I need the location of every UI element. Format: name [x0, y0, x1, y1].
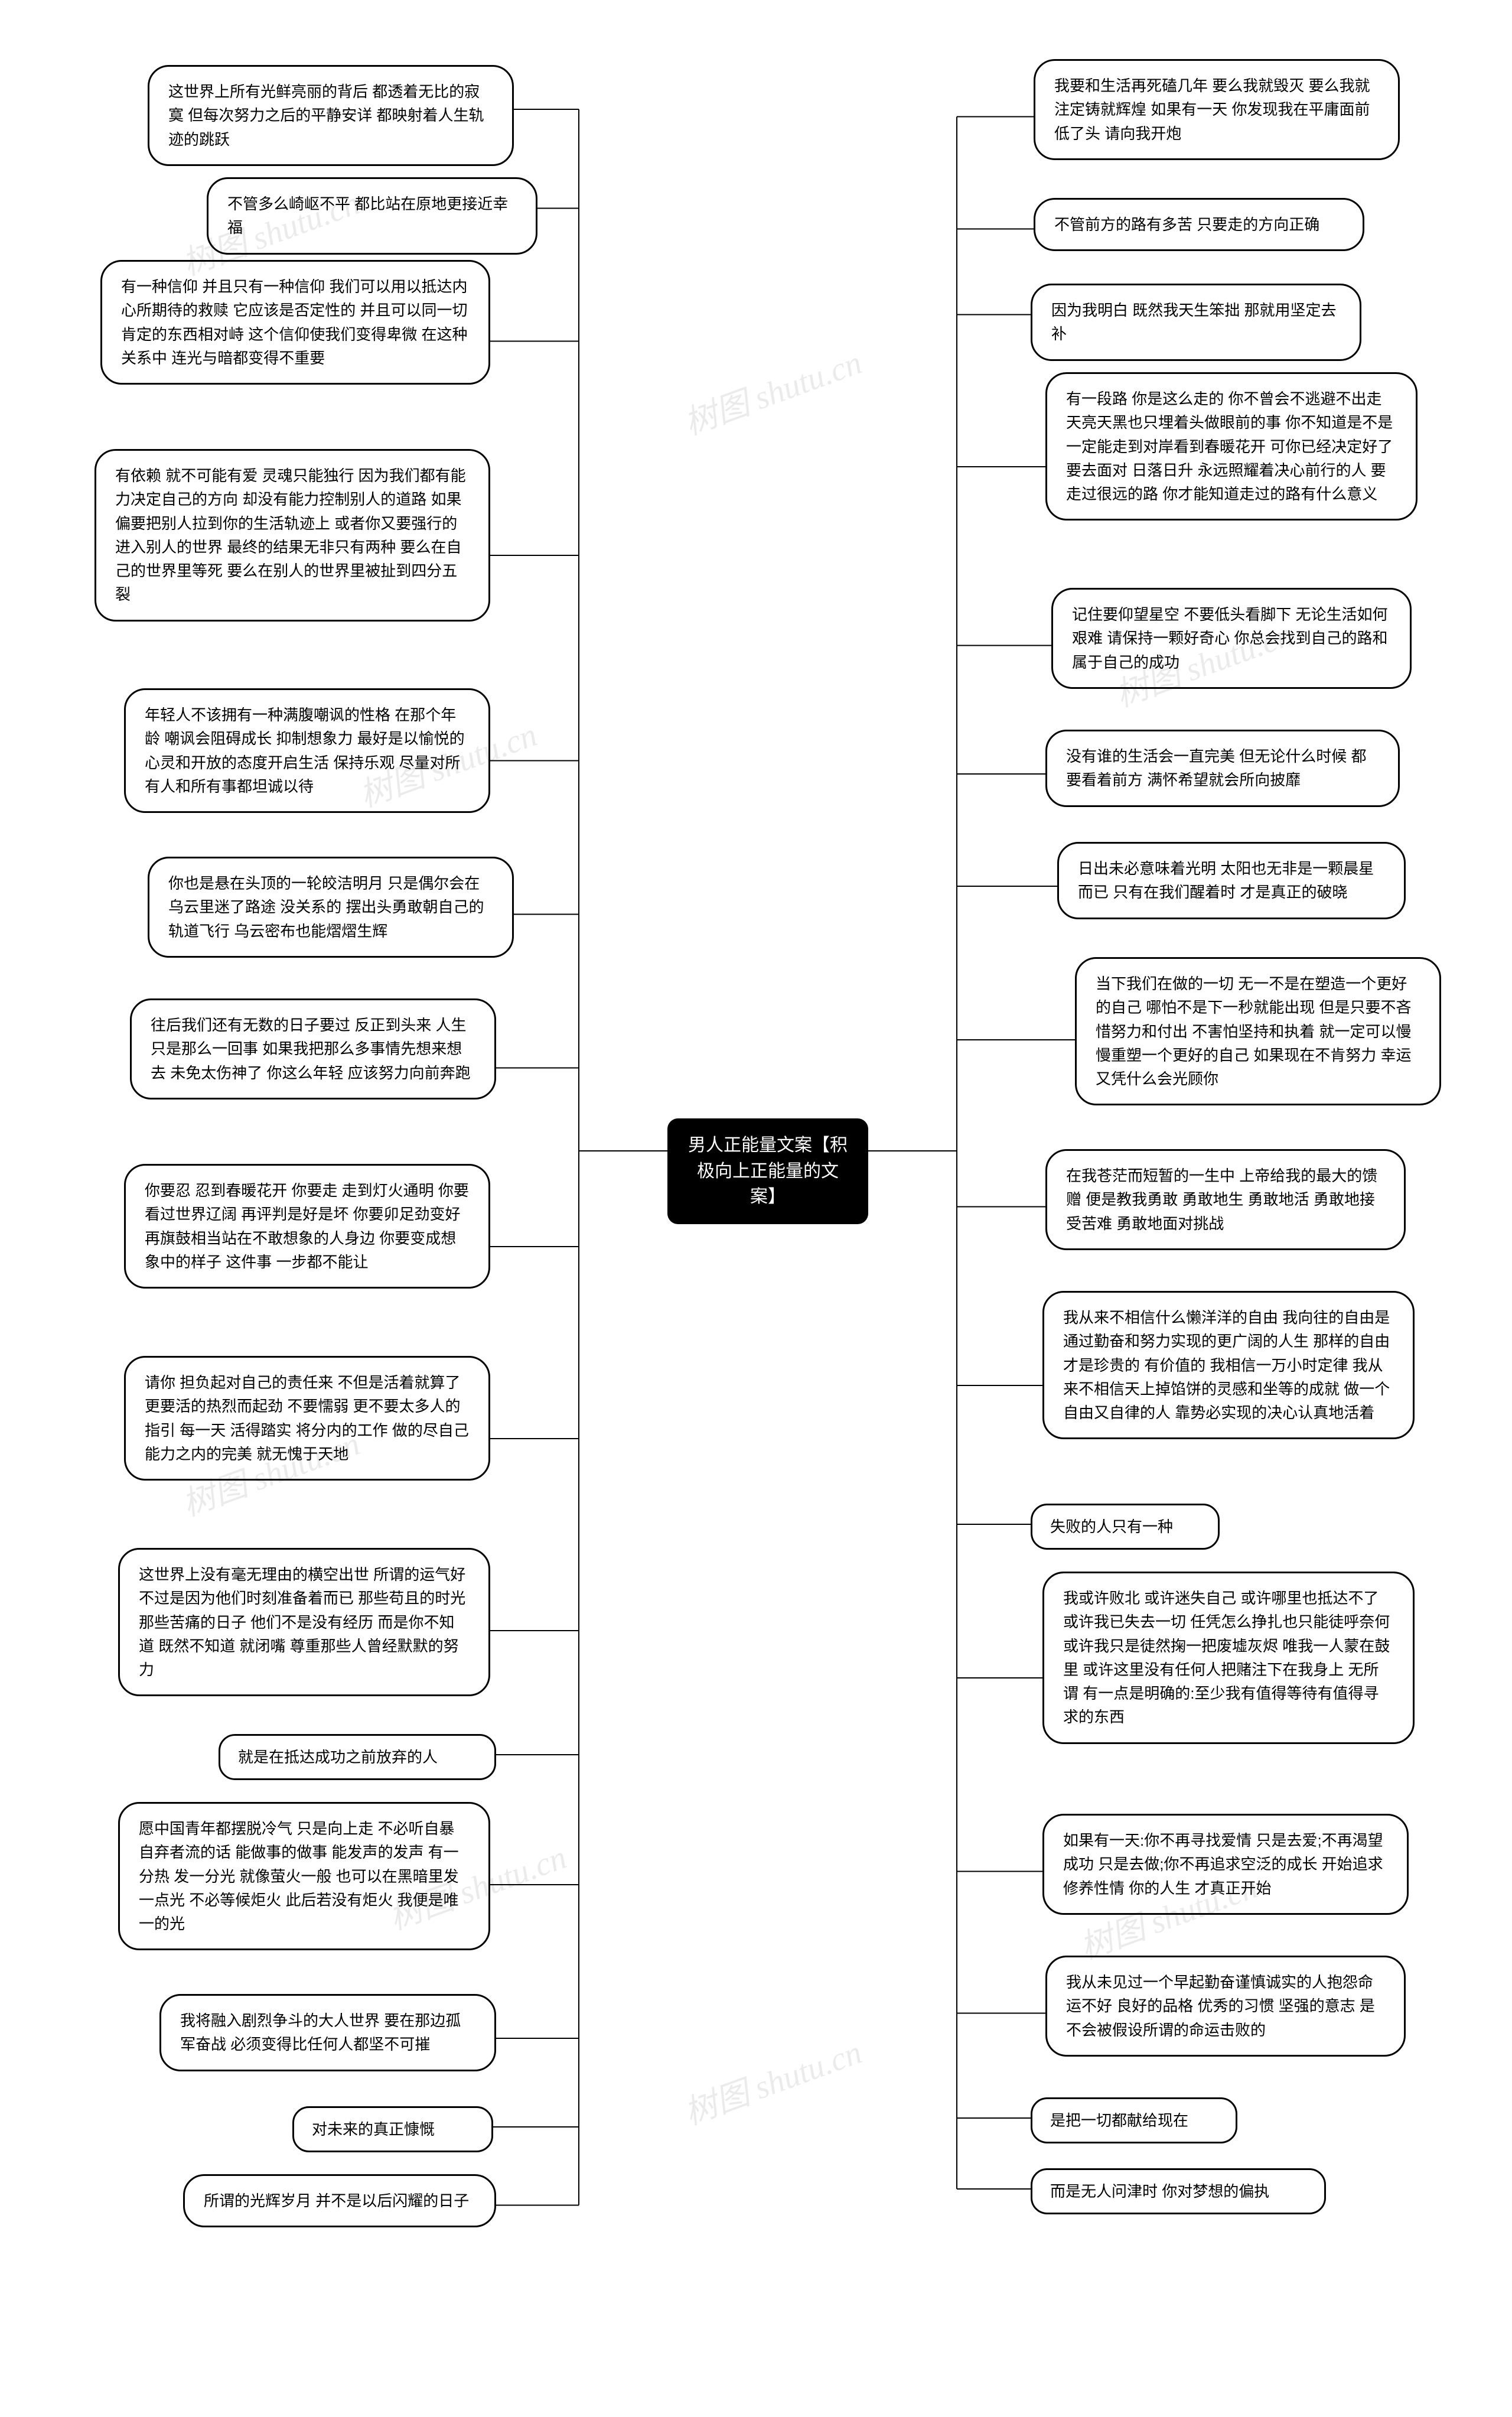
right-node-3: 有一段路 你是这么走的 你不曾会不逃避不出走 天亮天黑也只埋着头做眼前的事 你不… — [1045, 372, 1418, 521]
left-node-8-text: 请你 担负起对自己的责任来 不但是活着就算了 更要活的热烈而起劲 不要懦弱 更不… — [145, 1374, 469, 1463]
left-node-5: 你也是悬在头顶的一轮皎洁明月 只是偶尔会在乌云里迷了路途 没关系的 摆出头勇敢朝… — [148, 857, 514, 958]
right-node-2: 因为我明白 既然我天生笨拙 那就用坚定去补 — [1031, 284, 1361, 361]
left-node-12: 我将融入剧烈争斗的大人世界 要在那边孤军奋战 必须变得比任何人都坚不可摧 — [159, 1994, 496, 2071]
right-node-14-text: 是把一切都献给现在 — [1050, 2112, 1188, 2129]
right-node-8-text: 在我苍茫而短暂的一生中 上帝给我的最大的馈赠 便是教我勇敢 勇敢地生 勇敢地活 … — [1066, 1167, 1377, 1232]
right-node-5: 没有谁的生活会一直完美 但无论什么时候 都要看着前方 满怀希望就会所向披靡 — [1045, 730, 1400, 807]
right-node-7-text: 当下我们在做的一切 无一不是在塑造一个更好的自己 哪怕不是下一秒就能出现 但是只… — [1096, 975, 1411, 1088]
right-node-13-text: 我从未见过一个早起勤奋谨慎诚实的人抱怨命运不好 良好的品格 优秀的习惯 坚强的意… — [1066, 1973, 1375, 2039]
right-node-12-text: 如果有一天:你不再寻找爱情 只是去爱;不再渴望成功 只是去做;你不再追求空泛的成… — [1063, 1832, 1383, 1897]
right-node-1: 不管前方的路有多苦 只要走的方向正确 — [1034, 198, 1364, 251]
left-node-0: 这世界上所有光鲜亮丽的背后 都透着无比的寂寞 但每次努力之后的平静安详 都映射着… — [148, 65, 514, 166]
right-node-0-text: 我要和生活再死磕几年 要么我就毁灭 要么我就注定铸就辉煌 如果有一天 你发现我在… — [1054, 77, 1370, 142]
right-node-2-text: 因为我明白 既然我天生笨拙 那就用坚定去补 — [1051, 301, 1336, 343]
left-node-12-text: 我将融入剧烈争斗的大人世界 要在那边孤军奋战 必须变得比任何人都坚不可摧 — [180, 2012, 461, 2053]
right-node-4: 记住要仰望星空 不要低头看脚下 无论生活如何艰难 请保持一颗好奇心 你总会找到自… — [1051, 588, 1412, 689]
center-node: 男人正能量文案【积极向上正能量的文案】 — [667, 1118, 868, 1224]
right-node-1-text: 不管前方的路有多苦 只要走的方向正确 — [1054, 216, 1319, 233]
left-node-1: 不管多么崎岖不平 都比站在原地更接近幸福 — [207, 177, 537, 255]
right-node-5-text: 没有谁的生活会一直完美 但无论什么时候 都要看着前方 满怀希望就会所向披靡 — [1066, 747, 1366, 789]
left-node-5-text: 你也是悬在头顶的一轮皎洁明月 只是偶尔会在乌云里迷了路途 没关系的 摆出头勇敢朝… — [168, 874, 484, 940]
left-node-13: 对未来的真正慷慨 — [292, 2106, 493, 2152]
left-node-0-text: 这世界上所有光鲜亮丽的背后 都透着无比的寂寞 但每次努力之后的平静安详 都映射着… — [168, 83, 484, 148]
left-node-13-text: 对未来的真正慷慨 — [312, 2120, 435, 2138]
center-label: 男人正能量文案【积极向上正能量的文案】 — [688, 1136, 848, 1206]
right-node-0: 我要和生活再死磕几年 要么我就毁灭 要么我就注定铸就辉煌 如果有一天 你发现我在… — [1034, 59, 1400, 160]
left-node-6-text: 往后我们还有无数的日子要过 反正到头来 人生只是那么一回事 如果我把那么多事情先… — [151, 1016, 471, 1082]
left-node-7-text: 你要忍 忍到春暖花开 你要走 走到灯火通明 你要看过世界辽阔 再评判是好是坏 你… — [145, 1182, 469, 1271]
left-node-3: 有依赖 就不可能有爱 灵魂只能独行 因为我们都有能力决定自己的方向 却没有能力控… — [94, 449, 490, 622]
left-node-9: 这世界上没有毫无理由的横空出世 所谓的运气好 不过是因为他们时刻准备着而已 那些… — [118, 1548, 490, 1696]
right-node-6: 日出未必意味着光明 太阳也无非是一颗晨星而已 只有在我们醒着时 才是真正的破晓 — [1057, 842, 1406, 919]
left-node-11-text: 愿中国青年都摆脱冷气 只是向上走 不必听自暴自弃者流的话 能做事的做事 能发声的… — [139, 1820, 459, 1933]
left-node-6: 往后我们还有无数的日子要过 反正到头来 人生只是那么一回事 如果我把那么多事情先… — [130, 998, 496, 1099]
watermark-4: 树图 shutu.cn — [677, 336, 868, 445]
left-node-3-text: 有依赖 就不可能有爱 灵魂只能独行 因为我们都有能力决定自己的方向 却没有能力控… — [115, 467, 466, 603]
right-node-6-text: 日出未必意味着光明 太阳也无非是一颗晨星而已 只有在我们醒着时 才是真正的破晓 — [1078, 860, 1374, 901]
left-node-14: 所谓的光辉岁月 并不是以后闪耀的日子 — [183, 2174, 496, 2227]
left-node-7: 你要忍 忍到春暖花开 你要走 走到灯火通明 你要看过世界辽阔 再评判是好是坏 你… — [124, 1164, 490, 1289]
left-node-10: 就是在抵达成功之前放弃的人 — [219, 1734, 496, 1780]
right-node-9-text: 我从来不相信什么懒洋洋的自由 我向往的自由是通过勤奋和努力实现的更广阔的人生 那… — [1063, 1309, 1390, 1421]
left-node-10-text: 就是在抵达成功之前放弃的人 — [238, 1748, 438, 1766]
right-node-15: 而是无人问津时 你对梦想的偏执 — [1031, 2168, 1326, 2214]
right-node-7: 当下我们在做的一切 无一不是在塑造一个更好的自己 哪怕不是下一秒就能出现 但是只… — [1075, 957, 1441, 1105]
left-node-11: 愿中国青年都摆脱冷气 只是向上走 不必听自暴自弃者流的话 能做事的做事 能发声的… — [118, 1802, 490, 1950]
watermark-5: 树图 shutu.cn — [677, 2026, 868, 2135]
left-node-2-text: 有一种信仰 并且只有一种信仰 我们可以用以抵达内心所期待的救赎 它应该是否定性的… — [121, 278, 467, 367]
right-node-8: 在我苍茫而短暂的一生中 上帝给我的最大的馈赠 便是教我勇敢 勇敢地生 勇敢地活 … — [1045, 1149, 1406, 1250]
right-node-15-text: 而是无人问津时 你对梦想的偏执 — [1050, 2182, 1269, 2200]
left-node-2: 有一种信仰 并且只有一种信仰 我们可以用以抵达内心所期待的救赎 它应该是否定性的… — [100, 260, 490, 385]
left-node-8: 请你 担负起对自己的责任来 不但是活着就算了 更要活的热烈而起劲 不要懦弱 更不… — [124, 1356, 490, 1481]
left-node-4-text: 年轻人不该拥有一种满腹嘲讽的性格 在那个年龄 嘲讽会阻碍成长 抑制想象力 最好是… — [145, 706, 465, 795]
left-node-14-text: 所谓的光辉岁月 并不是以后闪耀的日子 — [204, 2192, 469, 2210]
right-node-11-text: 我或许败北 或许迷失自己 或许哪里也抵达不了 或许我已失去一切 任凭怎么挣扎也只… — [1063, 1589, 1390, 1726]
left-node-1-text: 不管多么崎岖不平 都比站在原地更接近幸福 — [227, 195, 508, 236]
right-node-11: 我或许败北 或许迷失自己 或许哪里也抵达不了 或许我已失去一切 任凭怎么挣扎也只… — [1042, 1572, 1415, 1744]
right-node-14: 是把一切都献给现在 — [1031, 2097, 1237, 2143]
right-node-12: 如果有一天:你不再寻找爱情 只是去爱;不再渴望成功 只是去做;你不再追求空泛的成… — [1042, 1814, 1409, 1915]
right-node-10: 失败的人只有一种 — [1031, 1504, 1220, 1550]
left-node-9-text: 这世界上没有毫无理由的横空出世 所谓的运气好 不过是因为他们时刻准备着而已 那些… — [139, 1566, 465, 1678]
right-node-13: 我从未见过一个早起勤奋谨慎诚实的人抱怨命运不好 良好的品格 优秀的习惯 坚强的意… — [1045, 1956, 1406, 2057]
right-node-9: 我从来不相信什么懒洋洋的自由 我向往的自由是通过勤奋和努力实现的更广阔的人生 那… — [1042, 1291, 1415, 1439]
right-node-4-text: 记住要仰望星空 不要低头看脚下 无论生活如何艰难 请保持一颗好奇心 你总会找到自… — [1072, 606, 1387, 671]
left-node-4: 年轻人不该拥有一种满腹嘲讽的性格 在那个年龄 嘲讽会阻碍成长 抑制想象力 最好是… — [124, 688, 490, 813]
right-node-3-text: 有一段路 你是这么走的 你不曾会不逃避不出走 天亮天黑也只埋着头做眼前的事 你不… — [1066, 390, 1393, 503]
right-node-10-text: 失败的人只有一种 — [1050, 1518, 1173, 1536]
